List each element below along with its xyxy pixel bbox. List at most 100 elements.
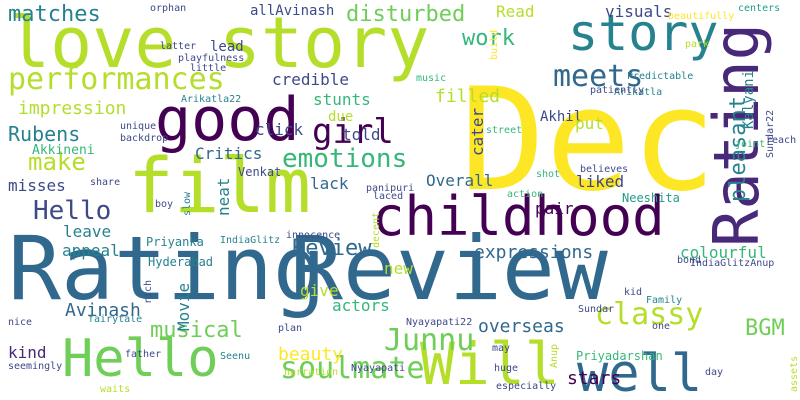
word-indiaglitzanup: IndiaGlitzAnup — [690, 258, 775, 269]
word-slow: slow — [182, 191, 193, 216]
word-credible: credible — [272, 70, 350, 89]
word-dec: Dec — [460, 58, 717, 223]
word-share: share — [90, 177, 121, 188]
word-misses: misses — [8, 176, 66, 195]
word-akhil: Akhil — [540, 109, 583, 125]
word-sundar22: Sundar22 — [765, 109, 776, 158]
word-especially: especially — [496, 381, 557, 392]
word-stars: stars — [567, 368, 622, 389]
word-click: click — [255, 120, 304, 139]
word-may: may — [492, 343, 511, 354]
word-action: action — [507, 189, 544, 200]
word-patiently: patiently — [590, 85, 645, 96]
word-plan: plan — [278, 323, 303, 334]
word-liked: liked — [576, 172, 625, 191]
word-leave: leave — [63, 222, 112, 241]
word-bgm: BGM — [745, 316, 785, 341]
word-fairytale: fairytale — [88, 314, 143, 325]
word-kid: kid — [624, 287, 643, 298]
word-told: told — [342, 125, 381, 144]
word-waits: waits — [100, 384, 131, 395]
word-neeshita: Neeshita — [622, 191, 680, 205]
word-park: park — [685, 39, 710, 50]
word-expressions: expressions — [474, 242, 594, 263]
word-stunts: stunts — [313, 90, 371, 109]
word-beauty: beauty — [278, 344, 344, 365]
word-put: put — [575, 114, 604, 133]
word-music: music — [416, 73, 447, 84]
word-actors: actors — [332, 296, 390, 315]
word-critics: Critics — [195, 144, 263, 163]
word-latter: latter — [160, 41, 197, 52]
word-bond: bond — [677, 255, 702, 266]
word-orphan: orphan — [150, 3, 187, 14]
word-arikatla22: Arikatla22 — [181, 94, 242, 105]
word-love-story: love story — [8, 2, 430, 84]
word-pair: pair — [535, 199, 574, 218]
word-performances: performances — [8, 62, 225, 97]
word-read: Read — [496, 2, 535, 21]
word-lack: lack — [310, 174, 349, 193]
word-huge: huge — [494, 363, 519, 374]
word-hyderabad: Hyderabad — [148, 255, 214, 269]
word-beautifully: beautifully — [668, 11, 735, 22]
word-nyayapati22: Nyayapati22 — [406, 317, 473, 328]
word-soulmate: soulmate — [280, 351, 425, 386]
word-meets: meets — [553, 59, 644, 94]
word-little: little — [190, 63, 227, 74]
word-kind: kind — [8, 343, 47, 362]
word-junnu: Junnu — [384, 323, 475, 358]
word-seenu: Seenu — [220, 351, 251, 362]
word-father: father — [125, 349, 162, 360]
word-playfulness: playfulness — [178, 53, 245, 64]
word-rating: Rating — [8, 217, 326, 320]
word-decent: decent — [371, 211, 382, 248]
word-girl: girl — [312, 112, 394, 152]
word-appeal: appeal — [62, 241, 120, 260]
word-day: day — [705, 367, 724, 378]
word-story: story — [568, 4, 719, 62]
word-colourful: colourful — [680, 243, 767, 262]
word-narration: narration — [284, 367, 339, 378]
word-avinash: Avinash — [65, 300, 141, 321]
word-seemingly: seemingly — [8, 361, 63, 372]
word-sundar: Sundar — [578, 304, 615, 315]
word-akkineni: Akkineni — [32, 143, 95, 158]
word-review: Review — [292, 236, 372, 261]
word-family: Family — [646, 295, 683, 306]
word-good: good — [155, 85, 300, 155]
word-assets: assets — [789, 355, 800, 392]
word-emotions: emotions — [282, 144, 408, 174]
word-movie: Movie — [174, 282, 193, 331]
word-review: Review — [290, 217, 608, 320]
word-musical: musical — [150, 318, 243, 343]
word-new: new — [384, 259, 413, 278]
word-backdrop: backdrop — [120, 133, 169, 144]
word-overseas: overseas — [478, 316, 565, 337]
word-visuals: visuals — [605, 2, 673, 21]
word-impression: impression — [18, 98, 127, 119]
word-unique: unique — [120, 121, 157, 132]
word-classy: classy — [595, 297, 704, 332]
word-priyanka: Priyanka — [146, 235, 204, 249]
word-kalyani: Kalyani — [741, 69, 757, 129]
word-will: Will — [420, 330, 560, 398]
word-lead: lead — [210, 39, 244, 55]
word-nyayapati: Nyayapati — [351, 363, 406, 374]
word-one: one — [652, 321, 671, 332]
word-joint: joint — [735, 139, 766, 150]
word-give: give — [300, 281, 339, 300]
word-allavinash: allAvinash — [250, 3, 335, 19]
word-make: make — [28, 148, 86, 176]
word-reach: reach — [766, 135, 797, 146]
word-rich: rich — [143, 279, 154, 304]
word-priyadarshan: Priyadarshan — [576, 349, 663, 363]
word-predictable: Predictable — [627, 71, 694, 82]
word-rubens: Rubens — [8, 122, 81, 146]
word-indiaglitz: IndiaGlitz — [220, 235, 281, 246]
word-shot: shot — [536, 169, 561, 180]
word-laced: laced — [373, 191, 404, 202]
word-hello: Hello — [33, 196, 112, 226]
word-centers: centers — [738, 3, 781, 14]
